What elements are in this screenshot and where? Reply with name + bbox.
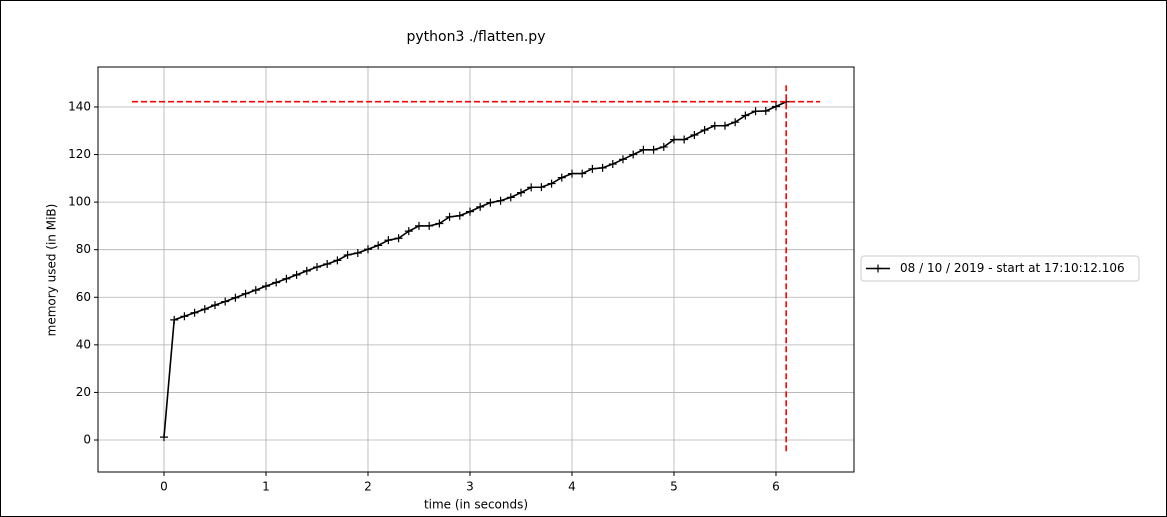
- chart-title: python3 ./flatten.py: [407, 29, 546, 45]
- point-marker: [404, 227, 413, 236]
- point-marker: [159, 433, 168, 442]
- x-tick-label: 3: [466, 480, 474, 494]
- point-marker: [659, 142, 668, 151]
- point-marker: [649, 145, 658, 154]
- point-marker: [343, 250, 352, 259]
- point-marker: [333, 256, 342, 265]
- point-marker: [465, 207, 474, 216]
- plot-area: [97, 66, 855, 473]
- point-marker: [292, 270, 301, 279]
- point-marker: [496, 196, 505, 205]
- y-tick-label: 20: [76, 385, 91, 399]
- point-marker: [567, 169, 576, 178]
- x-tick-label: 5: [670, 480, 678, 494]
- point-marker: [414, 221, 423, 230]
- point-marker: [516, 188, 525, 197]
- point-marker: [741, 111, 750, 120]
- y-tick-label: 60: [76, 290, 91, 304]
- point-marker: [720, 121, 729, 130]
- x-tick-label: 6: [772, 480, 780, 494]
- point-marker: [700, 126, 709, 135]
- point-marker: [384, 236, 393, 245]
- legend-box: [860, 255, 1140, 282]
- point-marker: [598, 163, 607, 172]
- point-marker: [200, 305, 209, 314]
- point-marker: [506, 193, 515, 202]
- point-marker: [302, 266, 311, 275]
- point-marker: [639, 145, 648, 154]
- y-tick-label: 100: [68, 195, 91, 209]
- point-marker: [455, 211, 464, 220]
- point-marker: [210, 301, 219, 310]
- point-marker: [363, 245, 372, 254]
- point-marker: [374, 241, 383, 250]
- point-marker: [445, 212, 454, 221]
- point-marker: [486, 198, 495, 207]
- point-marker: [435, 219, 444, 228]
- point-marker: [312, 263, 321, 272]
- point-marker: [170, 315, 179, 324]
- y-axis-label: memory used (in MiB): [45, 204, 59, 337]
- x-tick-label: 0: [160, 480, 168, 494]
- point-marker: [323, 259, 332, 268]
- point-marker: [547, 179, 556, 188]
- x-tick-label: 2: [364, 480, 372, 494]
- x-tick-label: 1: [262, 480, 270, 494]
- point-marker: [761, 107, 770, 116]
- legend-marker: [874, 264, 882, 273]
- y-tick-label: 140: [68, 99, 91, 113]
- point-marker: [282, 274, 291, 283]
- point-marker: [557, 173, 566, 182]
- x-tick-label: 4: [568, 480, 576, 494]
- point-marker: [476, 202, 485, 211]
- point-marker: [669, 135, 678, 144]
- point-marker: [251, 286, 260, 295]
- x-axis-label: time (in seconds): [424, 498, 528, 512]
- point-marker: [261, 282, 270, 291]
- point-marker: [272, 278, 281, 287]
- point-marker: [731, 118, 740, 127]
- point-marker: [180, 312, 189, 321]
- legend-label: 08 / 10 / 2019 - start at 17:10:12.106: [900, 261, 1125, 275]
- y-tick-label: 40: [76, 337, 91, 351]
- y-tick-label: 0: [83, 433, 91, 447]
- y-tick-label: 80: [76, 242, 91, 256]
- point-marker: [588, 164, 597, 173]
- y-tick-label: 120: [68, 147, 91, 161]
- point-marker: [618, 155, 627, 164]
- point-marker: [771, 102, 780, 111]
- point-marker: [241, 289, 250, 298]
- point-marker: [629, 150, 638, 159]
- point-marker: [221, 297, 230, 306]
- point-marker: [680, 135, 689, 144]
- point-marker: [353, 249, 362, 258]
- point-marker: [710, 121, 719, 130]
- point-marker: [537, 183, 546, 192]
- point-marker: [608, 160, 617, 169]
- point-marker: [425, 221, 434, 230]
- point-marker: [394, 234, 403, 243]
- point-marker: [527, 183, 536, 192]
- point-marker: [190, 308, 199, 317]
- point-marker: [751, 107, 760, 116]
- point-marker: [578, 169, 587, 178]
- point-marker: [690, 131, 699, 140]
- point-marker: [231, 293, 240, 302]
